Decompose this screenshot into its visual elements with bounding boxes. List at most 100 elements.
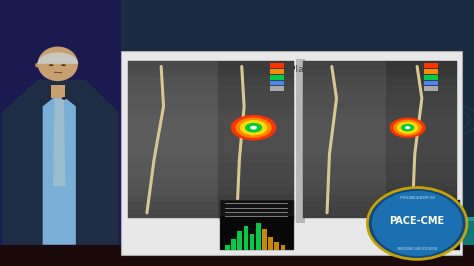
Bar xyxy=(386,108,457,116)
Polygon shape xyxy=(53,98,65,186)
Bar xyxy=(424,75,438,80)
Bar xyxy=(270,75,284,80)
Bar xyxy=(397,239,402,250)
Bar xyxy=(386,116,457,124)
Polygon shape xyxy=(2,80,118,245)
Bar xyxy=(424,63,438,68)
Bar xyxy=(386,163,457,171)
Bar xyxy=(303,108,386,116)
Bar xyxy=(303,171,386,179)
Bar xyxy=(424,69,438,74)
Bar xyxy=(218,210,294,218)
Bar xyxy=(303,187,386,195)
Bar xyxy=(128,116,218,124)
Bar xyxy=(440,242,445,250)
Bar xyxy=(386,171,457,179)
Bar xyxy=(218,147,294,155)
Bar xyxy=(303,116,386,124)
Bar xyxy=(270,69,284,74)
Bar xyxy=(244,226,248,250)
Bar xyxy=(121,217,474,221)
Bar xyxy=(391,245,396,250)
Bar xyxy=(386,147,457,155)
Bar xyxy=(270,63,284,68)
Bar xyxy=(386,69,457,77)
Bar xyxy=(434,237,439,250)
Bar xyxy=(303,85,386,93)
Bar xyxy=(303,77,386,85)
Bar xyxy=(447,245,451,250)
Bar xyxy=(128,77,218,85)
Ellipse shape xyxy=(367,188,467,259)
Bar xyxy=(218,85,294,93)
Bar xyxy=(51,85,65,98)
Bar xyxy=(386,210,457,218)
Bar xyxy=(281,245,285,250)
Bar xyxy=(270,86,284,91)
Bar xyxy=(218,179,294,187)
Ellipse shape xyxy=(61,64,66,66)
Bar xyxy=(121,51,462,255)
Bar xyxy=(386,101,457,108)
Bar xyxy=(303,61,386,218)
Bar xyxy=(424,86,438,91)
Bar xyxy=(218,61,294,218)
Bar xyxy=(218,171,294,179)
Bar xyxy=(303,101,386,108)
Circle shape xyxy=(397,122,419,134)
Bar xyxy=(218,69,294,77)
Bar xyxy=(237,231,242,250)
Bar xyxy=(128,85,218,93)
Bar xyxy=(231,239,236,250)
Wedge shape xyxy=(37,52,78,64)
Bar xyxy=(303,195,386,202)
Bar xyxy=(220,200,294,221)
Bar xyxy=(410,226,414,250)
Bar xyxy=(258,249,322,255)
Bar xyxy=(386,61,457,218)
Bar xyxy=(218,77,294,85)
Bar xyxy=(403,231,408,250)
Bar xyxy=(303,132,386,140)
Bar xyxy=(303,155,386,163)
Bar xyxy=(128,124,218,132)
Bar xyxy=(218,116,294,124)
Bar xyxy=(128,155,218,163)
Bar xyxy=(218,202,294,210)
Bar xyxy=(274,242,279,250)
Bar xyxy=(386,195,457,202)
Bar xyxy=(128,171,218,179)
Bar xyxy=(386,61,457,69)
Bar xyxy=(218,93,294,101)
Text: CARDIOVASCULAR EDUCATION: CARDIOVASCULAR EDUCATION xyxy=(397,247,437,251)
Bar xyxy=(303,61,386,69)
Bar xyxy=(296,59,305,223)
Bar xyxy=(0,245,474,266)
Text: PHYSICIANS ACADEMY FOR: PHYSICIANS ACADEMY FOR xyxy=(400,196,435,200)
Ellipse shape xyxy=(35,63,41,68)
Bar xyxy=(218,61,294,69)
Circle shape xyxy=(393,120,422,136)
Bar xyxy=(386,179,457,187)
Bar xyxy=(303,179,386,187)
Bar xyxy=(128,108,218,116)
Bar xyxy=(270,81,284,85)
Bar xyxy=(128,69,218,77)
Bar xyxy=(218,187,294,195)
Bar xyxy=(218,132,294,140)
Circle shape xyxy=(401,124,414,131)
Bar xyxy=(218,155,294,163)
Polygon shape xyxy=(43,93,76,245)
Bar xyxy=(128,179,218,187)
Text: PACE-CME: PACE-CME xyxy=(390,216,445,226)
Bar xyxy=(303,202,386,210)
Bar xyxy=(303,210,386,218)
Bar xyxy=(225,245,230,250)
Circle shape xyxy=(231,115,276,140)
Bar xyxy=(386,132,457,140)
Bar xyxy=(386,200,460,221)
Bar xyxy=(128,147,218,155)
Bar xyxy=(0,0,121,266)
Circle shape xyxy=(390,118,426,138)
Bar xyxy=(218,140,294,147)
